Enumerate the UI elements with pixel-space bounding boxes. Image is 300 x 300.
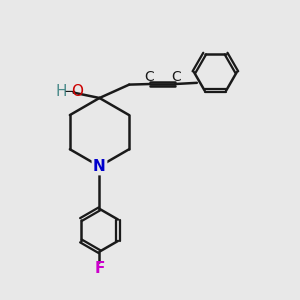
Text: C: C [171,70,181,85]
Text: H: H [56,84,68,99]
Text: −: − [63,84,76,99]
Text: O: O [71,84,83,99]
Text: C: C [145,70,154,85]
Text: F: F [94,261,105,276]
Text: N: N [93,159,106,174]
